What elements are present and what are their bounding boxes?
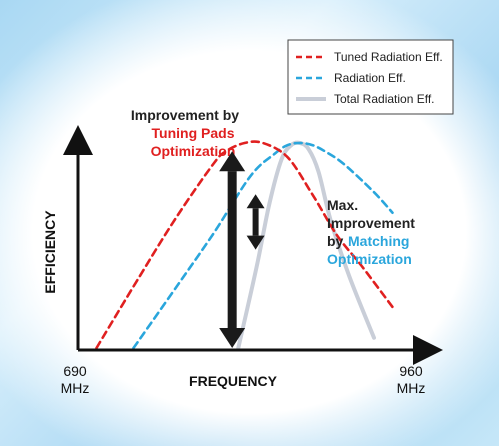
series-line-radiation-eff [132,141,394,350]
x-tick-unit-960: MHz [397,380,426,396]
matching-annotation-line5: Optimization [327,251,412,267]
matching-improvement-arrow [246,194,265,250]
tuning-improvement-arrow [219,151,246,348]
matching-annotation-line1: Max. [327,197,358,213]
legend-label-0: Tuned Radiation Eff. [334,50,443,64]
series-line-tuned-radiation-eff [95,140,394,350]
tuning-annotation-line3: Optimization [151,143,236,159]
legend: Tuned Radiation Eff. Radiation Eff. Total … [296,50,443,106]
matching-annotation-line3: by [327,233,344,249]
legend-label-1: Radiation Eff. [334,71,406,85]
x-tick-unit-690: MHz [61,380,90,396]
legend-label-2: Total Radiation Eff. [334,92,435,106]
matching-annotation-line4: Matching [348,233,409,249]
legend-box [287,39,454,115]
matching-annotation-line2: Improvement [327,215,415,231]
arrow-layer [219,151,265,348]
y-axis-label: EFFICIENCY [42,210,58,294]
series-layer [95,140,394,350]
x-tick-label-960: 960 [399,363,423,379]
tuning-annotation-line2: Tuning Pads [152,125,235,141]
x-tick-label-690: 690 [63,363,87,379]
tuning-annotation-line1: Improvement by [131,107,239,123]
x-axis-label: FREQUENCY [189,373,278,389]
